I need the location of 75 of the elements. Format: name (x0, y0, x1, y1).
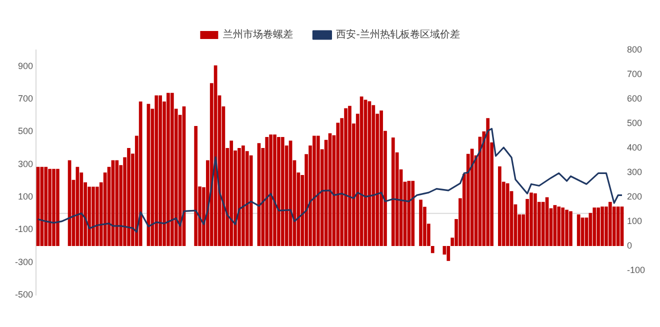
bar (52, 168, 56, 246)
bar (348, 106, 352, 246)
y-tick-label: -500 (15, 289, 34, 300)
y-tick-label: 100 (18, 191, 34, 202)
bar (158, 95, 162, 246)
bar (230, 140, 234, 246)
y2-tick-label: 500 (626, 118, 642, 128)
bar (411, 180, 415, 246)
y-tick-label: -100 (15, 224, 34, 234)
bar (115, 160, 119, 246)
bar (557, 206, 561, 246)
bar (88, 186, 91, 246)
bar (312, 136, 316, 246)
bar (580, 218, 584, 246)
bar (44, 166, 48, 246)
bar (242, 146, 245, 246)
bar (269, 134, 272, 246)
y2-tick-label: 300 (626, 166, 642, 177)
bar (344, 108, 348, 246)
y2-tick-label: 0 (626, 240, 632, 250)
y2-tick-label: 100 (626, 216, 642, 226)
bar (446, 246, 450, 261)
bar (56, 168, 60, 246)
bar (277, 136, 280, 246)
bar (96, 186, 99, 246)
y2-tick-label: 400 (626, 142, 642, 152)
bar (600, 206, 604, 246)
bar (372, 105, 376, 246)
bar (576, 214, 580, 246)
bar (506, 183, 510, 246)
y2-tick-label: 800 (626, 44, 642, 54)
bar (316, 136, 320, 246)
bar (154, 95, 158, 246)
bar (194, 126, 198, 246)
bar (280, 136, 284, 246)
bar (530, 192, 533, 246)
bar (407, 180, 411, 246)
bar (565, 210, 568, 246)
bar (620, 206, 624, 246)
y2-tick-label: 700 (626, 68, 642, 79)
y-tick-label: 300 (18, 158, 34, 169)
bar (561, 208, 564, 246)
bar (391, 137, 395, 246)
legend-label: 兰州市场卷螺差 (223, 28, 294, 41)
y-tick-label: -300 (15, 256, 34, 267)
bar (498, 166, 502, 246)
bar (265, 136, 269, 246)
bar (48, 168, 52, 246)
bar (249, 155, 253, 246)
bar (592, 208, 596, 246)
bar (569, 211, 572, 246)
bar (166, 92, 170, 246)
bar (170, 92, 174, 246)
bar (430, 246, 434, 254)
bar (127, 148, 130, 246)
y-tick-label: 900 (18, 60, 34, 71)
bar (486, 118, 490, 246)
bar (238, 148, 241, 246)
bar (616, 206, 620, 246)
legend-label: 西安-兰州热轧板卷区域价差 (336, 28, 460, 41)
bar (608, 202, 612, 246)
bar (419, 200, 422, 246)
y-tick-label: 500 (18, 126, 34, 136)
y-tick-label: 700 (18, 93, 34, 104)
bar (380, 110, 383, 246)
y2-tick-label: 200 (626, 191, 642, 202)
bar (545, 197, 549, 246)
bar (553, 205, 557, 246)
bar (596, 208, 600, 246)
bar (138, 101, 142, 246)
bar (534, 193, 537, 246)
bar (92, 186, 95, 246)
bar (273, 134, 276, 246)
y2-tick-label: 600 (626, 93, 642, 104)
y2-tick-label: -100 (626, 264, 645, 275)
